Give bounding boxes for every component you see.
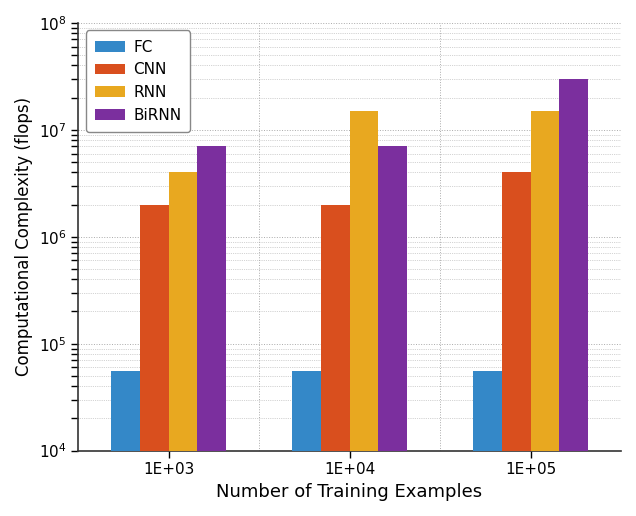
Bar (111, 372, 139, 516)
Y-axis label: Computational Complexity (flops): Computational Complexity (flops) (15, 97, 33, 376)
Bar (502, 172, 530, 516)
Bar (292, 372, 321, 516)
Bar (169, 172, 198, 516)
Bar (321, 204, 350, 516)
Bar (350, 111, 378, 516)
Bar (198, 147, 226, 516)
X-axis label: Number of Training Examples: Number of Training Examples (216, 483, 483, 501)
Bar (139, 204, 169, 516)
Bar (473, 372, 502, 516)
Bar (530, 111, 560, 516)
Legend: FC, CNN, RNN, BiRNN: FC, CNN, RNN, BiRNN (86, 30, 190, 132)
Bar (560, 79, 588, 516)
Bar (378, 147, 408, 516)
